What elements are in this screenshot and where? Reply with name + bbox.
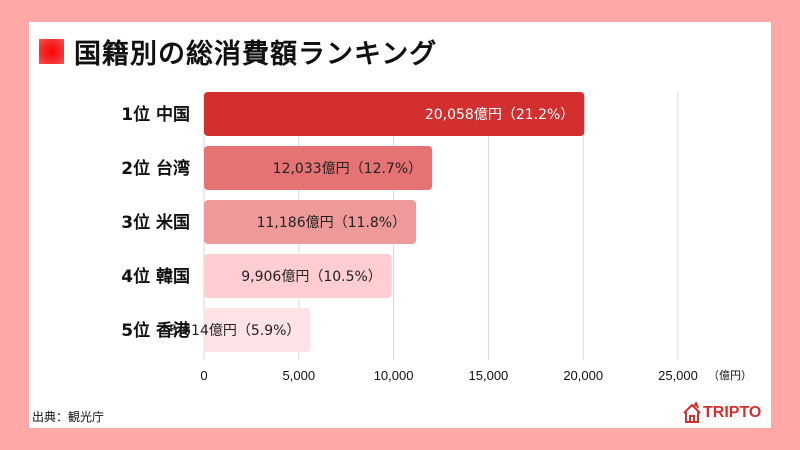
data-label: 11,186億円（11.8%） [257,215,406,231]
title-block: 国籍別の総消費額ランキング [39,32,437,71]
category-label: 4位 韓国 [121,266,190,287]
source-note: 出典：観光庁 [32,410,105,424]
data-label: 20,058億円（21.2%） [425,107,574,123]
logo-text: TRIPTO [703,404,762,421]
bar [204,200,417,244]
x-tick-label: 0 [200,368,207,383]
tripto-logo: TRIPTO [682,402,761,424]
category-label: 3位 米国 [121,212,190,233]
x-tick-label: 15,000 [469,368,509,383]
bar [204,308,311,352]
x-tick-label: 25,000 [658,368,698,383]
category-label: 5位 香港 [121,320,191,341]
x-tick-label: 10,000 [374,368,414,383]
bar [204,254,392,298]
page-title: 国籍別の総消費額ランキング [74,39,438,70]
category-label: 2位 台湾 [121,158,190,179]
data-label: 9,906億円（10.5%） [241,269,382,285]
unit-label: （億円） [708,369,752,382]
square-bullet-icon [39,39,64,64]
data-label: 12,033億円（12.7%） [273,161,422,177]
category-label: 1位 中国 [121,104,190,125]
data-label: 5,614億円（5.9%） [169,323,301,339]
x-tick-label: 5,000 [283,368,316,383]
bar [204,146,433,190]
bar [204,92,585,136]
house-icon [683,402,701,423]
x-tick-label: 20,000 [563,368,603,383]
